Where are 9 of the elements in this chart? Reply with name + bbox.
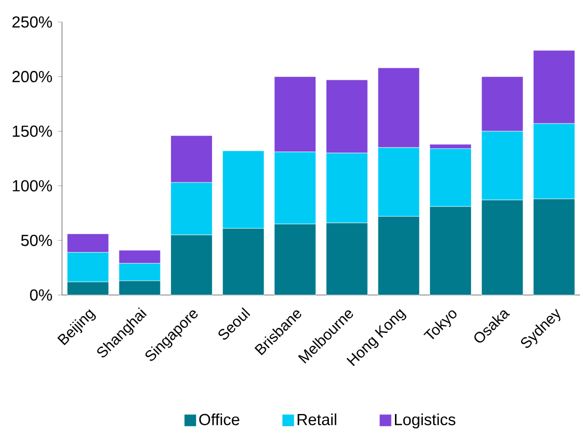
legend-label: Retail	[298, 413, 336, 426]
y-tick-label: 200%	[12, 70, 52, 82]
legend-label: Office	[199, 413, 240, 426]
y-tick-label: 100%	[12, 180, 52, 192]
legend-label: Logistics	[394, 413, 456, 428]
y-tick-label: 0%	[30, 289, 52, 301]
y-tick-label: 250%	[12, 16, 52, 28]
y-tick-label: 150%	[12, 126, 52, 137]
y-tick-label: 50%	[21, 234, 52, 246]
